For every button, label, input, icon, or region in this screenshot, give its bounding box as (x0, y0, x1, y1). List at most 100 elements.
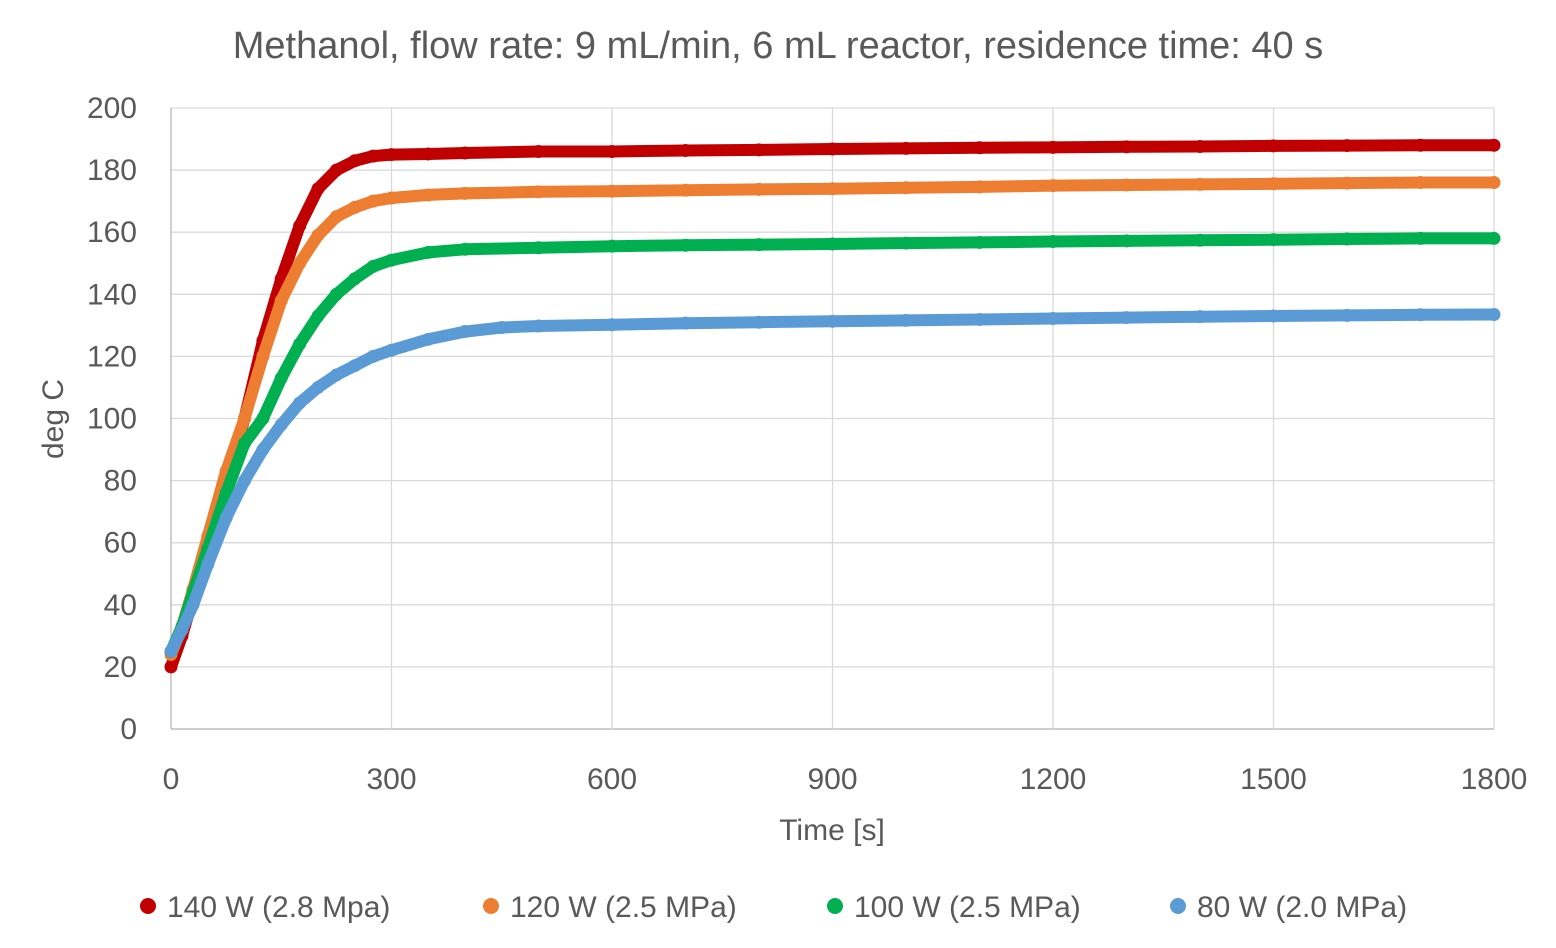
data-point (1414, 176, 1427, 190)
legend-label: 80 W (2.0 MPa) (1197, 891, 1407, 924)
y-tick-label: 40 (104, 589, 137, 622)
series-layer (164, 138, 1501, 674)
y-tick-label: 60 (104, 527, 137, 560)
data-point (421, 147, 435, 161)
data-point (256, 443, 270, 457)
legend-marker (827, 898, 843, 914)
data-point (605, 184, 619, 198)
data-point (1193, 140, 1207, 154)
data-point (826, 182, 839, 196)
data-point (1193, 310, 1207, 324)
data-point (752, 238, 766, 252)
data-point (1046, 235, 1060, 249)
data-point (293, 396, 307, 410)
data-point (186, 598, 200, 612)
data-point (899, 141, 913, 155)
y-tick-label: 20 (104, 651, 137, 684)
data-point (899, 181, 913, 195)
data-point (329, 368, 343, 382)
data-point (1487, 138, 1501, 152)
data-point (532, 185, 545, 199)
data-point (385, 343, 398, 357)
legend-item: 120 W (2.5 MPa) (483, 891, 737, 924)
data-point (1046, 179, 1060, 193)
data-point (256, 412, 270, 425)
data-point (164, 644, 178, 658)
data-point (679, 238, 692, 252)
data-point (458, 325, 472, 339)
data-point (1120, 311, 1133, 325)
data-point (1340, 232, 1354, 246)
data-point (1046, 140, 1060, 154)
data-point (1267, 309, 1280, 323)
data-point (458, 186, 472, 200)
data-point (1487, 176, 1501, 190)
legend-marker (483, 898, 499, 914)
legend-label: 140 W (2.8 Mpa) (167, 891, 390, 924)
data-point (311, 228, 325, 242)
legend-label: 100 W (2.5 MPa) (854, 891, 1081, 924)
data-point (293, 219, 307, 233)
data-point (899, 236, 913, 250)
data-point (219, 486, 233, 500)
data-point (238, 412, 251, 425)
data-point (752, 143, 766, 157)
legend-item: 80 W (2.0 MPa) (1170, 891, 1407, 924)
data-point (311, 309, 325, 323)
data-point (175, 623, 189, 637)
data-point (495, 321, 509, 335)
data-point (1340, 139, 1354, 153)
legend-marker (1170, 898, 1186, 914)
data-point (311, 380, 325, 394)
data-point (293, 337, 307, 351)
x-tick-label: 1800 (1461, 763, 1528, 796)
data-point (256, 349, 270, 363)
x-axis-label: Time [s] (779, 814, 885, 847)
x-tick-label: 1500 (1240, 763, 1307, 796)
data-point (679, 183, 692, 197)
data-point (679, 316, 692, 330)
data-point (532, 144, 545, 158)
data-point (532, 319, 545, 333)
data-point (973, 180, 986, 194)
series-4 (164, 307, 1501, 658)
data-point (973, 312, 986, 326)
y-axis-ticks: 0 20 40 60 80 100 120 140 160 180 200 (87, 92, 137, 746)
data-point (1340, 308, 1354, 322)
y-tick-label: 0 (120, 713, 137, 746)
data-point (421, 188, 435, 202)
data-point (1120, 234, 1133, 248)
series-line (165, 176, 1500, 661)
data-point (532, 241, 545, 255)
data-point (1193, 177, 1207, 191)
y-tick-label: 120 (87, 340, 137, 373)
y-tick-label: 80 (104, 465, 137, 498)
y-tick-label: 160 (87, 216, 137, 249)
data-point (329, 287, 343, 301)
data-point (458, 146, 472, 160)
legend-item: 100 W (2.5 MPa) (827, 891, 1081, 924)
data-point (329, 210, 343, 224)
y-tick-label: 200 (87, 92, 137, 125)
data-point (973, 235, 986, 249)
data-point (1340, 176, 1354, 190)
series-line (165, 232, 1500, 658)
x-tick-label: 900 (807, 763, 857, 796)
data-point (421, 332, 435, 346)
data-point (366, 259, 380, 273)
data-point (366, 349, 380, 363)
data-point (826, 142, 839, 156)
data-point (1487, 307, 1501, 321)
data-point (238, 474, 251, 488)
data-point (238, 436, 251, 450)
x-axis-ticks: 0 300 600 900 1200 1500 1800 (163, 763, 1528, 796)
data-point (1267, 177, 1280, 191)
data-point (1487, 231, 1501, 245)
gridlines (170, 107, 1495, 730)
x-tick-label: 0 (163, 763, 180, 796)
data-point (366, 149, 380, 163)
x-tick-label: 300 (366, 763, 416, 796)
data-point (348, 359, 362, 373)
y-axis-label: deg C (37, 379, 70, 459)
data-point (458, 242, 472, 256)
